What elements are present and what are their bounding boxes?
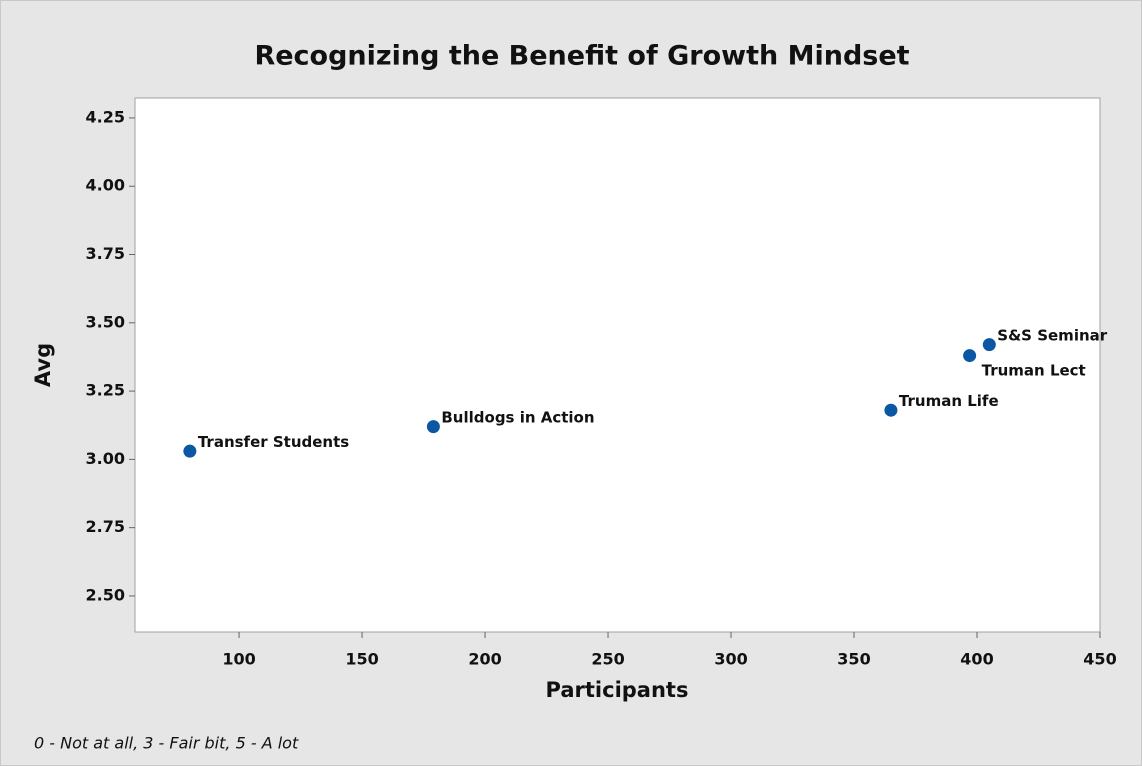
point [963, 349, 977, 363]
x-axis-label: Participants [546, 678, 689, 702]
x-tick-label: 400 [960, 650, 993, 669]
x-tick-label: 250 [591, 650, 624, 669]
y-tick-label: 4.00 [86, 176, 125, 195]
x-tick-label: 350 [837, 650, 870, 669]
y-tick-label: 4.25 [86, 107, 125, 126]
point [426, 420, 440, 434]
point [982, 338, 996, 352]
chart-title: Recognizing the Benefit of Growth Mindse… [254, 41, 909, 72]
y-tick-label: 3.50 [86, 312, 125, 331]
y-tick-label: 2.75 [86, 517, 125, 536]
x-tick-label: 450 [1083, 650, 1116, 669]
x-tick-label: 200 [468, 650, 501, 669]
point [884, 403, 898, 417]
y-tick-label: 3.25 [86, 381, 125, 400]
point-label: Truman Life [899, 392, 999, 410]
point-label: Truman Lect [982, 362, 1086, 380]
point [183, 444, 197, 458]
y-axis-label: Avg [31, 343, 55, 387]
y-tick-label: 3.75 [86, 244, 125, 263]
point-label: Bulldogs in Action [441, 409, 594, 427]
point-label: Transfer Students [198, 433, 349, 451]
y-tick-label: 3.00 [86, 449, 125, 468]
plot-area [134, 97, 1101, 633]
x-tick-label: 150 [345, 650, 378, 669]
x-tick-label: 100 [222, 650, 255, 669]
footnote: 0 - Not at all, 3 - Fair bit, 5 - A lot [34, 734, 299, 753]
point-label: S&S Seminar [997, 327, 1107, 345]
y-tick-label: 2.50 [86, 585, 125, 604]
x-tick-label: 300 [714, 650, 747, 669]
